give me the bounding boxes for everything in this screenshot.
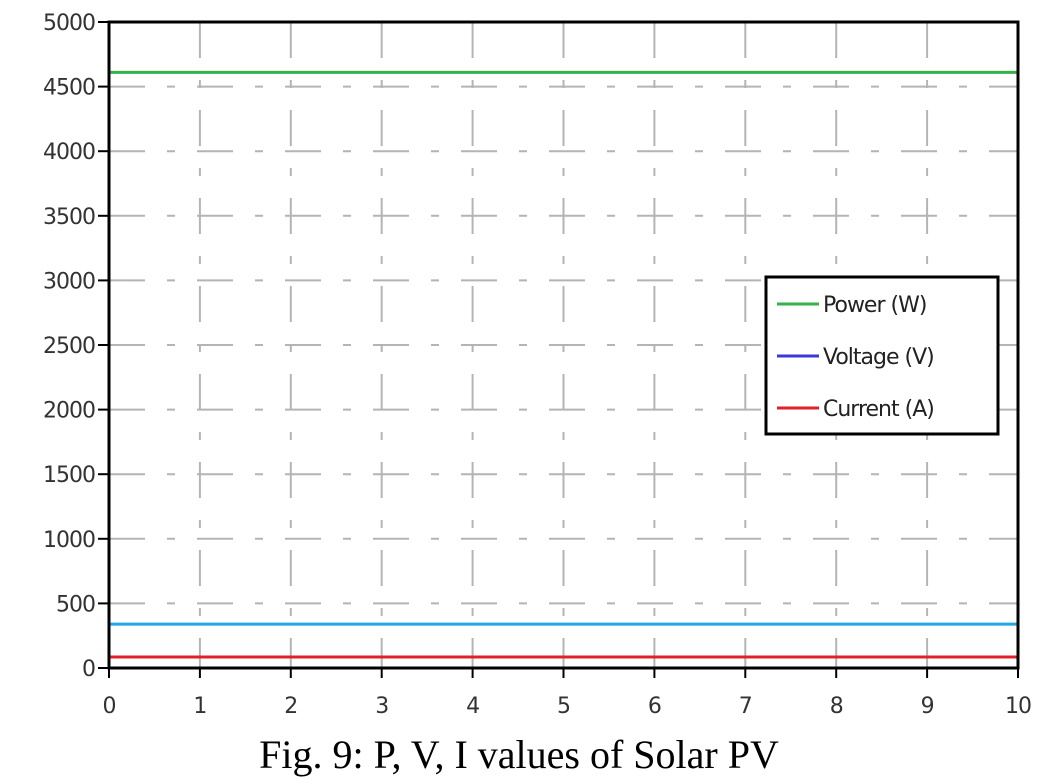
y-tick-label: 2500 <box>43 334 95 359</box>
x-tick-label: 3 <box>375 694 388 719</box>
x-tick-label: 9 <box>921 694 934 719</box>
legend-label: Current (A) <box>823 397 934 422</box>
axis-ticks: 0 500 1000 1500 2000 2500 3000 3500 4000 4500 5000… <box>43 11 1032 719</box>
y-tick-label: 4000 <box>43 140 95 165</box>
legend-label: Voltage (V) <box>823 345 934 370</box>
y-tick-label: 1000 <box>43 528 95 553</box>
x-tick-label: 4 <box>466 694 479 719</box>
x-tick-label: 0 <box>103 694 116 719</box>
x-tick-label: 1 <box>193 694 206 719</box>
x-tick-label: 7 <box>739 694 752 719</box>
y-tick-label: 1500 <box>43 463 95 488</box>
x-tick-label: 2 <box>284 694 297 719</box>
legend-label: Power (W) <box>823 293 926 318</box>
x-tick-label: 6 <box>648 694 661 719</box>
y-tick-label: 5000 <box>43 11 95 36</box>
x-tick-label: 5 <box>557 694 570 719</box>
y-tick-label: 3500 <box>43 205 95 230</box>
chart: 0 500 1000 1500 2000 2500 3000 3500 4000 4500 5000… <box>43 11 1032 719</box>
y-tick-label: 4500 <box>43 76 95 101</box>
x-tick-label: 10 <box>1005 694 1031 719</box>
y-tick-label: 500 <box>56 592 95 617</box>
figure-caption: Fig. 9: P, V, I values of Solar PV <box>259 732 779 777</box>
x-tick-label: 8 <box>830 694 843 719</box>
y-tick-label: 0 <box>82 657 95 682</box>
y-tick-label: 3000 <box>43 269 95 294</box>
legend: Power (W) Voltage (V) Current (A) <box>764 275 1000 436</box>
y-tick-label: 2000 <box>43 399 95 424</box>
series-lines <box>109 70 1018 659</box>
